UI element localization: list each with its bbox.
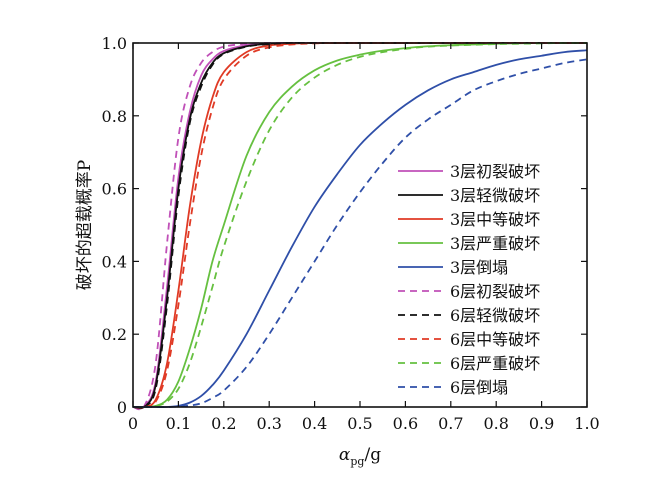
x-tick-label: 0.2 bbox=[211, 414, 236, 433]
series-line-9 bbox=[132, 42, 587, 408]
x-tick-label: 0 bbox=[128, 414, 138, 433]
legend-label-1: 3层初裂破坏 bbox=[450, 162, 540, 181]
x-tick-label: 0.7 bbox=[438, 414, 463, 433]
legend-label-9: 6层严重破坏 bbox=[450, 354, 540, 373]
x-axis-title-tail: /g bbox=[364, 445, 381, 465]
y-tick-label: 0.6 bbox=[102, 180, 127, 199]
legend-label-7: 6层轻微破坏 bbox=[450, 306, 540, 325]
legend-label-10: 6层倒塌 bbox=[450, 378, 508, 397]
y-axis-title: 破坏的超载概率P bbox=[75, 160, 95, 290]
legend-label-8: 6层中等破坏 bbox=[450, 330, 540, 349]
y-tick-label: 0 bbox=[117, 398, 127, 417]
legend-label-4: 3层严重破坏 bbox=[450, 234, 540, 253]
y-tick-label: 0.8 bbox=[102, 107, 127, 126]
x-tick-label: 0.5 bbox=[347, 414, 372, 433]
x-tick-label: 0.1 bbox=[166, 414, 191, 433]
y-tick-label: 1.0 bbox=[102, 34, 127, 53]
legend-label-5: 3层倒塌 bbox=[450, 258, 508, 277]
x-tick-label: 0.8 bbox=[483, 414, 508, 433]
x-tick-label: 0.6 bbox=[393, 414, 418, 433]
legend-label-6: 6层初裂破坏 bbox=[450, 282, 540, 301]
y-tick-label: 0.2 bbox=[102, 325, 127, 344]
series-line-10 bbox=[132, 58, 588, 408]
x-tick-label: 0.4 bbox=[302, 414, 327, 433]
legend: 3层初裂破坏 3层轻微破坏 3层中等破坏 3层严重破坏 3层倒塌 6层初裂破坏 6层轻微破坏… bbox=[398, 162, 540, 397]
legend-label-2: 3层轻微破坏 bbox=[450, 186, 540, 205]
y-tick-label: 0.4 bbox=[102, 252, 127, 271]
x-tick-label: 0.3 bbox=[256, 414, 281, 433]
x-axis-title-sub: pg bbox=[350, 455, 364, 468]
x-tick-label: 0.9 bbox=[529, 414, 554, 433]
x-tick-label: 1.0 bbox=[574, 414, 599, 433]
x-axis-title: αpg/g bbox=[339, 445, 381, 468]
legend-label-3: 3层中等破坏 bbox=[450, 210, 540, 229]
x-axis-title-main: α bbox=[339, 445, 351, 465]
tick-layer: 0 0.1 0.2 0.3 0.4 0.5 0.6 0.7 0.8 0.9 1.0 0 0.2 0.4 0.… bbox=[102, 34, 600, 433]
